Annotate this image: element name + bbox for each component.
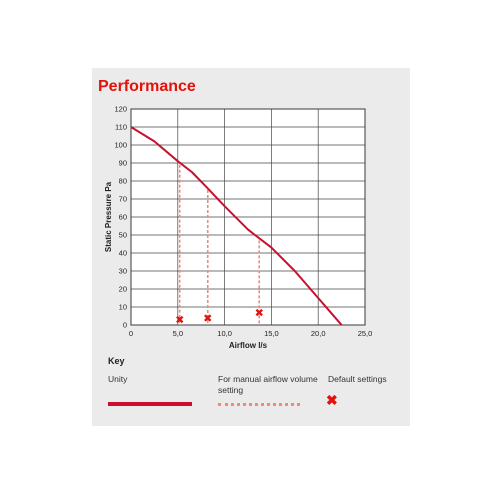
y-tick-label: 30 [119, 267, 127, 276]
x-tick-label: 5,0 [173, 329, 183, 338]
key-unity-swatch [108, 402, 192, 406]
y-tick-label: 70 [119, 195, 127, 204]
y-tick-label: 80 [119, 177, 127, 186]
default-setting-marker: ✖ [255, 306, 264, 319]
key-unity-label: Unity [108, 374, 128, 384]
y-tick-label: 60 [119, 213, 127, 222]
grid [130, 108, 366, 326]
default-setting-marker: ✖ [203, 312, 212, 325]
key-title: Key [108, 356, 125, 366]
key-default-marker-icon: ✖ [326, 392, 338, 408]
chart-title: Performance [98, 78, 196, 95]
x-tick-label: 20,0 [311, 329, 326, 338]
y-tick-label: 10 [119, 303, 127, 312]
y-tick-label: 100 [114, 141, 127, 150]
x-tick-label: 25,0 [358, 329, 373, 338]
series-line-unity [130, 126, 343, 326]
y-tick-label: 90 [119, 159, 127, 168]
y-tick-label: 110 [115, 123, 127, 132]
x-tick-label: 0 [129, 329, 133, 338]
manual-setting-guides [178, 164, 261, 325]
key-default-label: Default settings [328, 374, 387, 384]
default-markers: ✖ ✖ ✖ [175, 306, 264, 326]
y-tick-label: 20 [119, 285, 127, 294]
x-tick-label: 15,0 [264, 329, 279, 338]
key-manual-swatch [218, 403, 300, 406]
tick-labels: 0 10 20 30 40 50 60 70 80 90 100 110 120 0 5,0 10,0 15,0… [114, 105, 372, 338]
x-tick-label: 10,0 [217, 329, 232, 338]
y-axis-label: Static Pressure Pa [104, 181, 113, 252]
y-tick-label: 40 [119, 249, 127, 258]
curves [130, 126, 343, 326]
y-tick-label: 120 [114, 105, 127, 114]
key-manual-label: For manual airflow volume setting [218, 374, 318, 395]
default-setting-marker: ✖ [175, 314, 184, 327]
x-axis-label: Airflow l/s [229, 341, 268, 350]
y-tick-label: 0 [123, 321, 127, 330]
y-tick-label: 50 [119, 231, 127, 240]
